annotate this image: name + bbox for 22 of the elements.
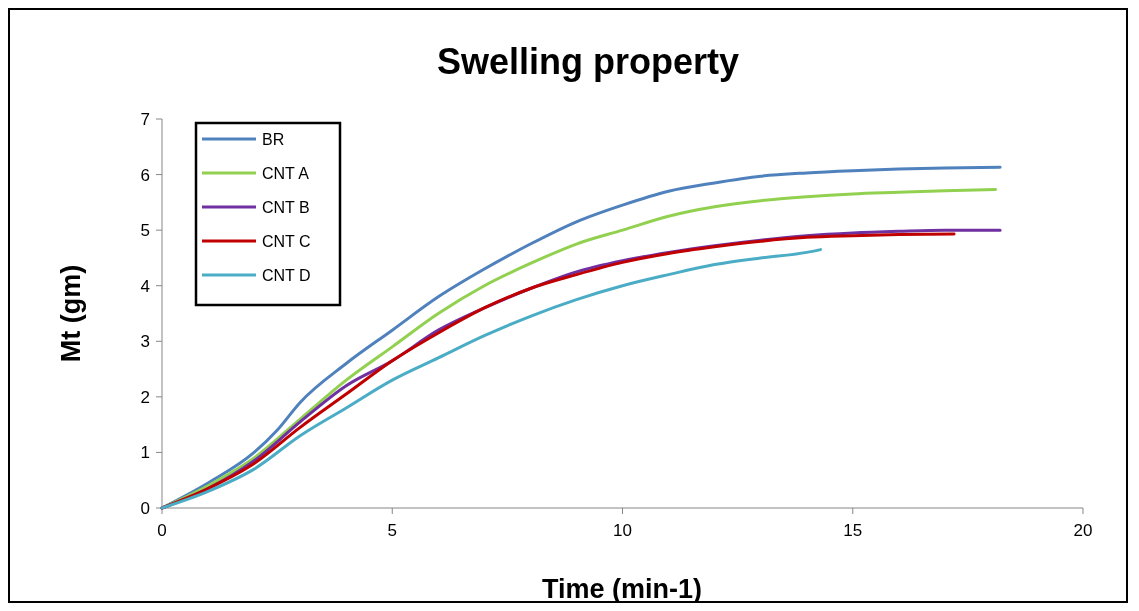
y-tick-label: 5 bbox=[140, 221, 150, 241]
line-series bbox=[160, 248, 823, 510]
x-tick-label: 0 bbox=[157, 521, 167, 540]
legend-label: CNT A bbox=[262, 165, 310, 182]
y-tick-label: 3 bbox=[140, 332, 150, 352]
x-tick-label: 5 bbox=[387, 521, 397, 540]
y-tick-label: 2 bbox=[140, 387, 150, 407]
x-tick-label: 20 bbox=[1073, 521, 1093, 540]
x-axis-title: Time (min-1) bbox=[541, 574, 703, 604]
y-tick-label: 6 bbox=[140, 165, 150, 185]
x-tick-label: 15 bbox=[843, 521, 863, 540]
legend-label: CNT C bbox=[262, 233, 311, 250]
legend-label: CNT B bbox=[262, 199, 310, 216]
y-axis-title: Mt (gm) bbox=[56, 264, 86, 363]
y-tick-label: 4 bbox=[140, 276, 150, 296]
y-tick-label: 0 bbox=[140, 499, 150, 518]
legend-label: CNT D bbox=[262, 267, 311, 284]
x-tick-label: 10 bbox=[613, 521, 632, 540]
chart-title: Swelling property bbox=[436, 41, 740, 82]
legend-label: BR bbox=[262, 131, 285, 148]
y-tick-label: 7 bbox=[140, 110, 150, 129]
y-tick-label: 1 bbox=[140, 443, 150, 463]
